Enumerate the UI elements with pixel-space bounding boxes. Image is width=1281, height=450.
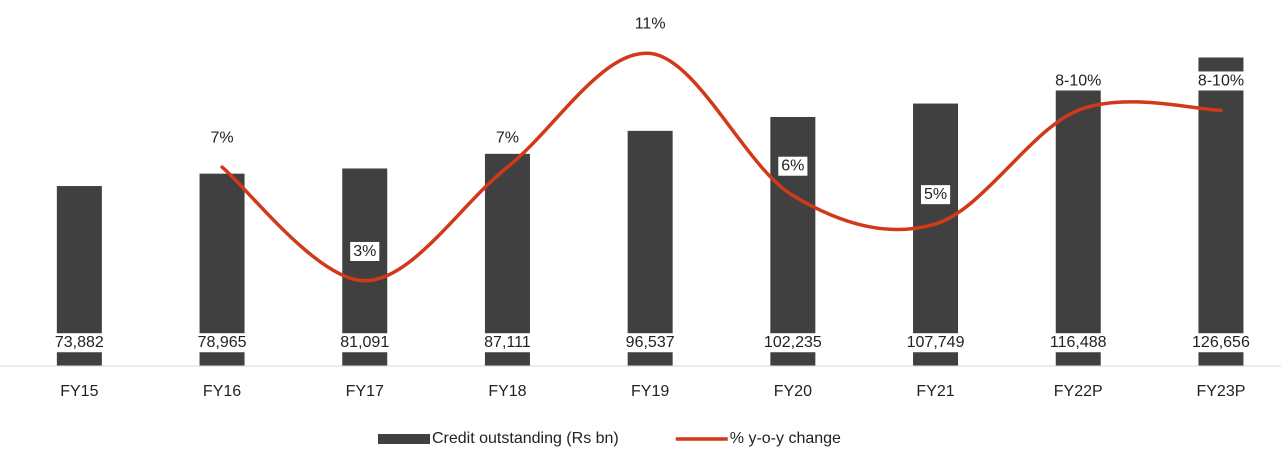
line-value-label: 7% (210, 129, 233, 146)
line-value-label-bg (350, 241, 380, 261)
bar-value-label: 78,965 (198, 334, 247, 351)
bar-value-label: 81,091 (340, 334, 389, 351)
bar-value-label: 87,111 (484, 334, 531, 351)
bar-value-label: 116,488 (1050, 334, 1107, 351)
bar-value-label-bg (194, 333, 250, 353)
line-value-label: 8-10% (1055, 72, 1101, 89)
bar-value-label: 107,749 (907, 334, 965, 351)
bar-value-label-bg (1046, 333, 1110, 353)
bar-value-label-bg (51, 333, 107, 353)
bar-value-label: 102,235 (764, 334, 822, 351)
line-value-label-bg (1052, 71, 1105, 91)
bar (484, 153, 530, 366)
x-tick-label: FY18 (488, 383, 526, 400)
bar-value-label-bg (760, 333, 825, 353)
x-tick-label: FY19 (631, 383, 669, 400)
line-value-label-bg (492, 128, 523, 148)
x-tick-label: FY21 (916, 383, 954, 400)
line-value-label-bg (920, 185, 951, 205)
x-tick-label: FY20 (774, 383, 812, 400)
legend-label: % y-o-y change (730, 430, 841, 447)
line-value-label-bg (631, 14, 669, 34)
bar-value-label: 126,656 (1192, 334, 1250, 351)
bar (1198, 57, 1244, 367)
x-tick-label: FY16 (203, 383, 241, 400)
bar-value-label-bg (1189, 333, 1253, 353)
line (220, 51, 1223, 283)
line-value-label-bg (778, 156, 808, 176)
bar (342, 168, 388, 366)
bar (1055, 82, 1101, 366)
bar (913, 103, 959, 366)
x-tick-label: FY15 (60, 383, 98, 400)
line-value-label-bg (1194, 71, 1248, 91)
line-value-label: 11% (635, 16, 666, 33)
line-value-label: 3% (353, 243, 376, 260)
bar-value-label-bg (622, 333, 678, 353)
line-value-label: 8-10% (1198, 72, 1244, 89)
line-value-label: 7% (496, 129, 519, 146)
line-value-label: 6% (781, 158, 804, 175)
line-value-label: 5% (924, 186, 947, 203)
bar-value-label-bg (903, 333, 968, 353)
bar-value-label: 73,882 (55, 334, 104, 351)
line-value-label-bg (207, 128, 237, 148)
legend-swatch (378, 434, 430, 444)
x-tick-label: FY22P (1054, 383, 1103, 400)
bar-value-label-bg (337, 333, 393, 353)
legend-label: Credit outstanding (Rs bn) (432, 430, 619, 447)
x-tick-label: FY17 (346, 383, 384, 400)
bar (627, 130, 673, 366)
bar-value-label: 96,537 (626, 334, 675, 351)
bar (770, 116, 816, 367)
x-tick-label: FY23P (1196, 383, 1245, 400)
bar-value-label-bg (481, 333, 534, 353)
